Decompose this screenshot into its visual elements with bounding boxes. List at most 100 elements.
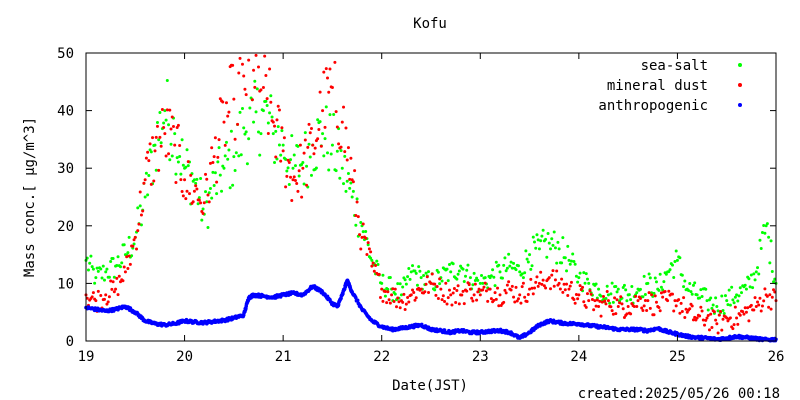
data-point bbox=[443, 299, 447, 303]
data-point bbox=[683, 279, 687, 283]
data-point bbox=[727, 288, 731, 292]
data-point bbox=[706, 308, 710, 312]
data-point bbox=[757, 303, 761, 307]
data-point bbox=[355, 298, 360, 303]
data-point bbox=[165, 108, 169, 112]
data-point bbox=[605, 290, 609, 294]
data-point bbox=[521, 281, 525, 285]
data-point bbox=[295, 181, 299, 185]
data-point bbox=[689, 290, 693, 294]
data-point bbox=[253, 79, 257, 83]
data-point bbox=[155, 124, 159, 128]
data-point bbox=[296, 189, 300, 193]
data-point bbox=[744, 287, 748, 291]
data-point bbox=[322, 154, 326, 158]
data-point bbox=[380, 287, 384, 291]
data-point bbox=[207, 200, 211, 204]
data-point bbox=[191, 200, 195, 204]
data-point bbox=[175, 156, 179, 160]
data-point bbox=[698, 296, 702, 300]
data-point bbox=[497, 304, 501, 308]
data-point bbox=[691, 318, 695, 322]
data-point bbox=[587, 299, 591, 303]
data-point bbox=[705, 316, 709, 320]
data-point bbox=[232, 155, 236, 159]
data-point bbox=[487, 287, 491, 291]
data-point bbox=[286, 158, 290, 162]
data-point bbox=[320, 288, 324, 293]
data-point bbox=[264, 99, 268, 103]
data-point bbox=[351, 180, 355, 184]
x-tick-label: 20 bbox=[176, 349, 193, 365]
data-point bbox=[117, 274, 121, 278]
data-point bbox=[266, 131, 270, 135]
data-point bbox=[348, 177, 352, 181]
legend-marker bbox=[738, 83, 742, 87]
data-point bbox=[547, 241, 551, 245]
data-point bbox=[762, 299, 766, 303]
data-point bbox=[424, 282, 428, 286]
data-point bbox=[344, 189, 348, 193]
data-point bbox=[736, 299, 740, 303]
data-point bbox=[508, 264, 512, 268]
data-point bbox=[546, 277, 550, 281]
data-point bbox=[450, 303, 454, 307]
data-point bbox=[494, 297, 498, 301]
data-point bbox=[147, 159, 151, 163]
data-point bbox=[213, 136, 217, 140]
data-point bbox=[334, 169, 338, 173]
data-point bbox=[571, 252, 575, 256]
data-point bbox=[183, 178, 187, 182]
data-point bbox=[170, 154, 174, 158]
data-point bbox=[540, 234, 544, 238]
data-point bbox=[418, 269, 422, 273]
data-point bbox=[438, 277, 442, 281]
data-point bbox=[273, 124, 277, 128]
data-point bbox=[502, 263, 506, 267]
data-point bbox=[160, 108, 164, 112]
data-point bbox=[408, 277, 412, 281]
data-point bbox=[449, 270, 453, 274]
data-point bbox=[221, 164, 225, 168]
data-point bbox=[115, 276, 119, 280]
data-point bbox=[138, 190, 142, 194]
data-point bbox=[239, 153, 243, 157]
data-point bbox=[210, 196, 214, 200]
data-point bbox=[234, 151, 238, 155]
data-point bbox=[528, 253, 532, 257]
data-point bbox=[128, 262, 132, 266]
data-point bbox=[546, 232, 550, 236]
data-point bbox=[388, 301, 392, 305]
data-point bbox=[671, 263, 674, 267]
data-point bbox=[576, 280, 580, 284]
data-point bbox=[468, 287, 472, 291]
data-point bbox=[376, 262, 380, 266]
data-point bbox=[654, 280, 658, 284]
data-point bbox=[568, 262, 572, 266]
data-point bbox=[772, 280, 776, 284]
data-point bbox=[157, 138, 161, 142]
data-point bbox=[180, 189, 184, 193]
data-point bbox=[192, 189, 196, 193]
data-point bbox=[456, 284, 460, 288]
data-point bbox=[359, 247, 363, 251]
data-point bbox=[756, 266, 760, 270]
data-point bbox=[462, 280, 466, 284]
legend-marker bbox=[738, 63, 742, 67]
data-point bbox=[311, 143, 315, 147]
x-tick-label: 26 bbox=[768, 349, 785, 365]
data-point bbox=[107, 275, 111, 279]
data-point bbox=[551, 243, 555, 247]
data-point bbox=[197, 198, 201, 202]
data-point bbox=[265, 97, 269, 101]
data-point bbox=[174, 172, 178, 176]
data-point bbox=[89, 254, 93, 258]
data-point bbox=[610, 281, 614, 285]
data-point bbox=[402, 292, 406, 296]
data-point bbox=[494, 260, 498, 264]
data-point bbox=[709, 312, 713, 316]
data-point bbox=[486, 299, 490, 303]
data-point bbox=[603, 299, 607, 303]
data-point bbox=[271, 132, 275, 136]
data-point bbox=[224, 140, 228, 144]
